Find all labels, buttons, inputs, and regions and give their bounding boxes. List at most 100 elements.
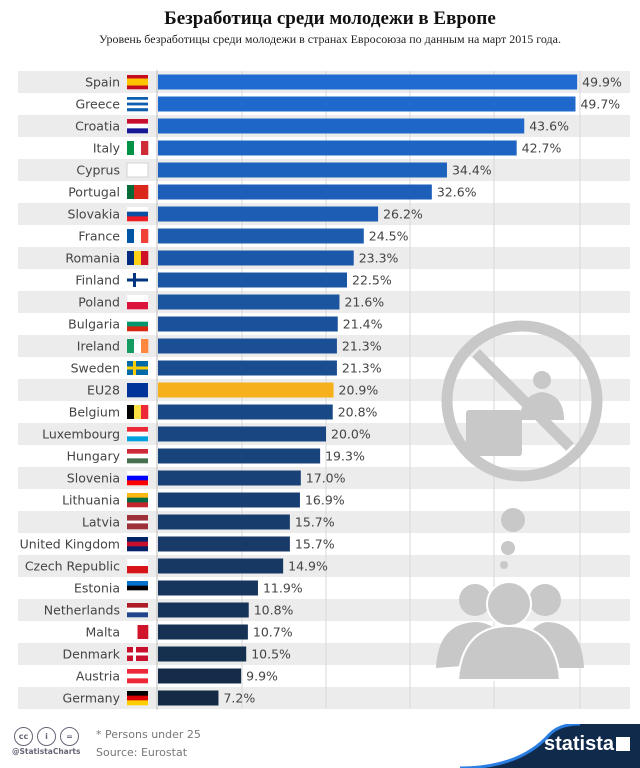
value-label: 22.5%	[352, 273, 392, 288]
category-label: France	[78, 229, 120, 244]
value-label: 9.9%	[246, 669, 278, 684]
bar	[158, 338, 337, 354]
category-label: Portugal	[68, 185, 120, 200]
flag-icon	[127, 339, 149, 353]
bar	[158, 448, 321, 464]
thought-bubble-medium	[501, 541, 515, 555]
category-label: Finland	[75, 273, 120, 288]
category-label: Lithuania	[62, 493, 120, 508]
flag-icon	[127, 141, 149, 155]
bar	[158, 470, 301, 486]
category-label: Austria	[76, 669, 120, 684]
bar	[158, 690, 219, 706]
bar	[158, 558, 284, 574]
category-label: Croatia	[75, 119, 120, 134]
category-label: Romania	[65, 251, 120, 266]
flag-icon	[127, 229, 149, 243]
value-label: 15.7%	[295, 515, 335, 530]
flag-icon	[127, 669, 148, 684]
category-label: Italy	[93, 141, 121, 156]
value-label: 19.3%	[325, 449, 365, 464]
category-label: Denmark	[63, 647, 121, 662]
category-label: Czech Republic	[25, 559, 120, 574]
value-label: 14.9%	[288, 559, 328, 574]
bar	[158, 96, 576, 112]
flag-icon	[127, 493, 148, 508]
value-label: 15.7%	[295, 537, 335, 552]
chart-subtitle: Уровень безработицы среди молодежи в стр…	[99, 32, 561, 46]
bar	[158, 602, 249, 618]
bar	[158, 646, 247, 662]
category-label: Slovakia	[68, 207, 120, 222]
category-label: Ireland	[77, 339, 120, 354]
bar	[158, 668, 242, 684]
category-label: Malta	[86, 625, 120, 640]
value-label: 49.9%	[582, 75, 622, 90]
value-label: 21.6%	[344, 295, 384, 310]
value-label: 10.8%	[254, 603, 294, 618]
flag-icon	[127, 647, 148, 661]
people-icon	[436, 581, 584, 681]
bar	[158, 228, 364, 244]
flag-icon	[127, 185, 149, 199]
flag-icon	[127, 449, 148, 464]
bar-chart: Spain 49.9% Greece 49.7% Croatia 43.6% Italy 42…	[18, 70, 630, 710]
value-label: 10.5%	[251, 647, 291, 662]
cc-icon: cc	[14, 727, 33, 746]
statista-handle[interactable]: @StatistaCharts	[12, 747, 81, 756]
bar	[158, 360, 337, 376]
category-label: Netherlands	[44, 603, 120, 618]
category-label: Latvia	[82, 515, 120, 530]
flag-icon	[127, 405, 149, 419]
flag-icon	[127, 471, 148, 486]
bar	[158, 140, 517, 156]
unemployment-illustration	[436, 320, 603, 681]
chart-title: Безработица среди молодежи в Европе	[164, 8, 496, 29]
category-label: Germany	[63, 691, 121, 706]
bar	[158, 580, 258, 596]
value-label: 26.2%	[383, 207, 423, 222]
statista-logo-icon	[616, 737, 630, 751]
bar	[158, 250, 354, 266]
value-label: 21.4%	[343, 317, 383, 332]
value-label: 23.3%	[359, 251, 399, 266]
footnote: * Persons under 25	[96, 728, 201, 741]
category-label: United Kingdom	[20, 537, 120, 552]
flag-icon	[127, 537, 148, 552]
category-label: Bulgaria	[68, 317, 120, 332]
source-text: Source: Eurostat	[96, 746, 188, 759]
flag-icon	[127, 625, 149, 639]
flag-icon	[127, 75, 148, 90]
flag-icon	[127, 119, 148, 134]
flag-icon	[127, 691, 148, 706]
value-label: 20.9%	[339, 383, 379, 398]
flag-icon	[127, 251, 149, 265]
bar	[158, 404, 333, 420]
bar	[158, 206, 379, 222]
flag-icon	[127, 559, 148, 574]
bar	[158, 514, 290, 530]
bar	[158, 426, 326, 442]
category-label: Spain	[85, 75, 120, 90]
bar	[158, 162, 447, 178]
flag-icon	[127, 515, 148, 530]
bar	[158, 624, 248, 640]
statista-logo[interactable]: statista	[543, 733, 614, 755]
no-money-icon	[441, 320, 603, 482]
flag-icon	[127, 295, 148, 310]
flag-icon	[127, 97, 148, 112]
bar	[158, 272, 347, 288]
bar	[158, 492, 300, 508]
value-label: 43.6%	[529, 119, 569, 134]
value-label: 20.8%	[338, 405, 378, 420]
flag-icon	[127, 317, 148, 332]
bar	[158, 316, 338, 332]
bar	[158, 74, 578, 90]
value-label: 7.2%	[223, 691, 255, 706]
flag-icon	[127, 427, 148, 442]
flag-icon	[126, 162, 149, 178]
bar	[158, 382, 334, 398]
value-label: 32.6%	[437, 185, 477, 200]
flag-icon	[127, 603, 148, 618]
value-label: 11.9%	[263, 581, 303, 596]
